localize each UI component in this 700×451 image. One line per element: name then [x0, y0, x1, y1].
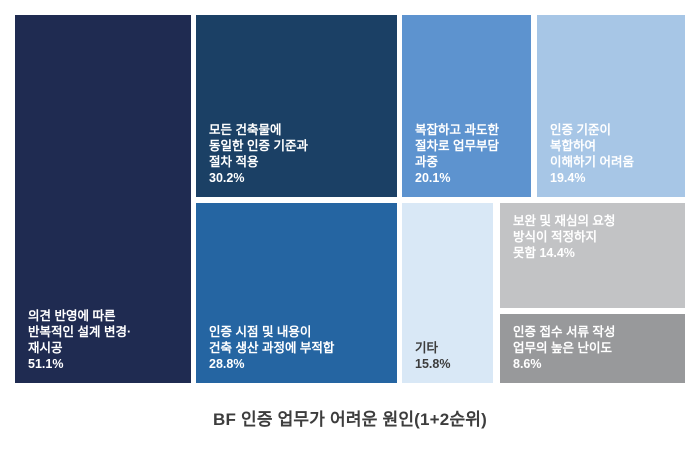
- block-percent: 28.8%: [209, 357, 245, 371]
- block-label: 인증 기준이 복합하여 이해하기 어려움 19.4%: [550, 122, 679, 186]
- block-label-line: 복합하여: [550, 139, 597, 153]
- block-label: 보완 및 재심의 요청 방식이 적정하지 못함 14.4%: [513, 213, 679, 261]
- block-label: 의견 반영에 따른 반복적인 설계 변경· 재시공 51.1%: [28, 308, 185, 372]
- treemap-block-repeated-design-change: 의견 반영에 따른 반복적인 설계 변경· 재시공 51.1%: [15, 15, 191, 383]
- block-label-line: 건축 생산 과정에 부적합: [209, 341, 335, 355]
- treemap-block-supplement-review-request: 보완 및 재심의 요청 방식이 적정하지 못함 14.4%: [500, 203, 685, 308]
- block-label-line: 업무의 높은 난이도: [513, 341, 612, 355]
- block-label-line: 기타: [415, 341, 439, 355]
- block-percent: 15.8%: [415, 357, 451, 371]
- block-label-line: 재시공: [28, 341, 63, 355]
- block-label-line: 모든 건축물에: [209, 123, 282, 137]
- block-percent: 30.2%: [209, 171, 245, 185]
- treemap-block-uniform-criteria: 모든 건축물에 동일한 인증 기준과 절차 적용 30.2%: [196, 15, 397, 197]
- block-label-line: 과중: [415, 155, 439, 169]
- block-percent: 8.6%: [513, 357, 542, 371]
- treemap-block-criteria-hard-to-understand: 인증 기준이 복합하여 이해하기 어려움 19.4%: [537, 15, 685, 197]
- block-label-line: 이해하기 어려움: [550, 155, 634, 169]
- block-label-line: 절차로 업무부담: [415, 139, 499, 153]
- block-label-line: 방식이 적정하지: [513, 230, 597, 244]
- block-label-line: 인증 기준이: [550, 123, 611, 137]
- block-label-line: 절차 적용: [209, 155, 259, 169]
- block-label: 복잡하고 과도한 절차로 업무부담 과중 20.1%: [415, 122, 525, 186]
- block-label-line: 복잡하고 과도한: [415, 123, 499, 137]
- block-label: 기타 15.8%: [415, 340, 487, 372]
- block-label: 인증 시점 및 내용이 건축 생산 과정에 부적합 28.8%: [209, 324, 391, 372]
- block-percent: 못함 14.4%: [513, 246, 575, 260]
- block-percent: 51.1%: [28, 357, 64, 371]
- block-label-line: 반복적인 설계 변경·: [28, 325, 132, 339]
- block-percent: 19.4%: [550, 171, 586, 185]
- block-label-line: 인증 시점 및 내용이: [209, 325, 312, 339]
- block-label-line: 인증 접수 서류 작성: [513, 325, 616, 339]
- treemap-block-complex-procedure-burden: 복잡하고 과도한 절차로 업무부담 과중 20.1%: [402, 15, 531, 197]
- treemap-block-etc: 기타 15.8%: [402, 203, 493, 383]
- treemap-block-timing-content-mismatch: 인증 시점 및 내용이 건축 생산 과정에 부적합 28.8%: [196, 203, 397, 383]
- block-label-line: 의견 반영에 따른: [28, 309, 116, 323]
- block-percent: 20.1%: [415, 171, 451, 185]
- block-label: 인증 접수 서류 작성 업무의 높은 난이도 8.6%: [513, 324, 679, 372]
- chart-caption: BF 인증 업무가 어려운 원인(1+2순위): [213, 410, 487, 429]
- block-label-line: 동일한 인증 기준과: [209, 139, 308, 153]
- block-label: 모든 건축물에 동일한 인증 기준과 절차 적용 30.2%: [209, 122, 391, 186]
- treemap-block-document-difficulty: 인증 접수 서류 작성 업무의 높은 난이도 8.6%: [500, 314, 685, 383]
- block-label-line: 보완 및 재심의 요청: [513, 214, 616, 228]
